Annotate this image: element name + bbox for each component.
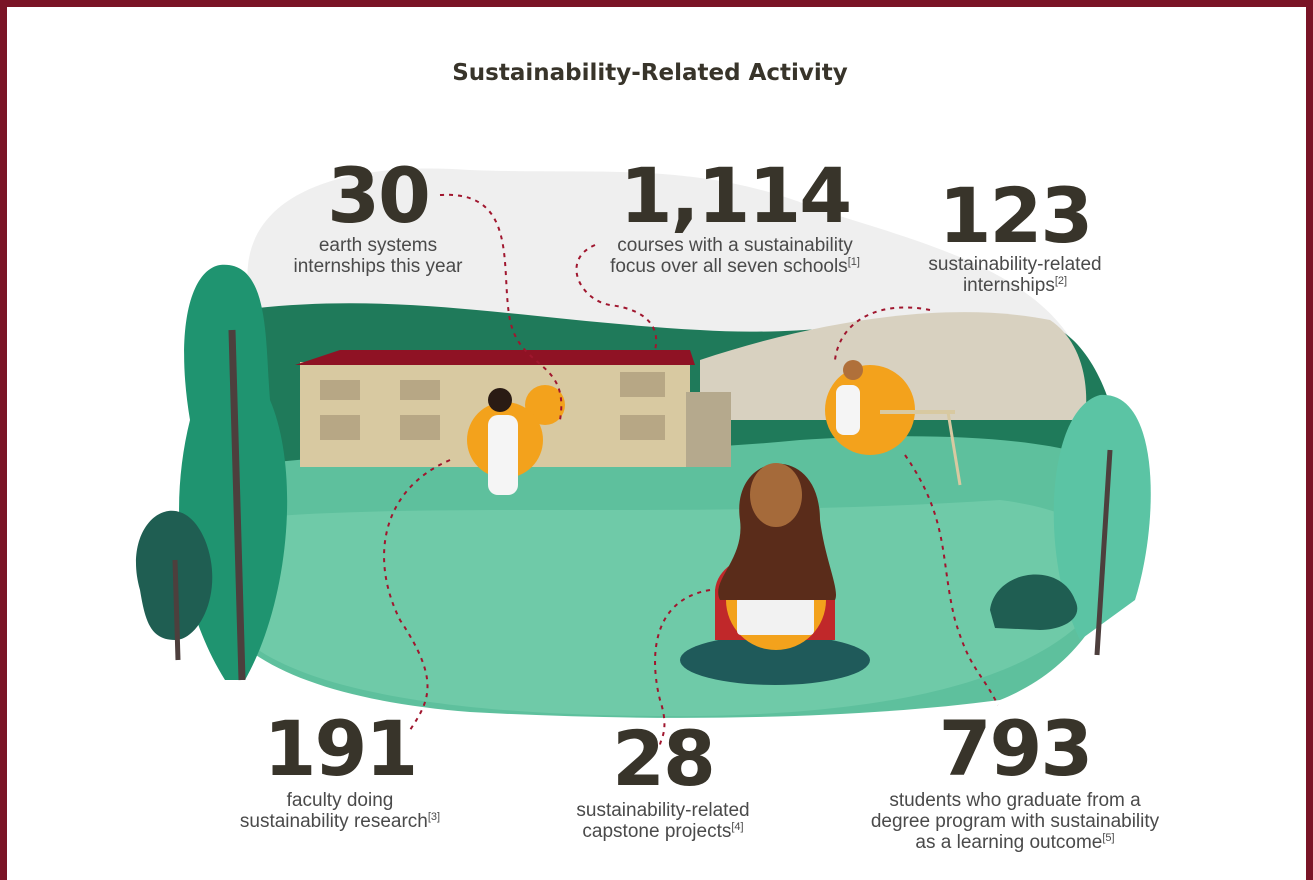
stat-label: sustainability-related: [576, 800, 749, 821]
page: {"title": "Sustainability-Related Activi…: [0, 0, 1313, 880]
stat-label: as a learning outcome[5]: [915, 832, 1114, 853]
stat-value: 1,114: [620, 151, 850, 240]
stat-label-line: internships this year: [294, 256, 464, 277]
footnote-ref: [2]: [1055, 275, 1067, 287]
stat-label-line: capstone projects: [582, 821, 731, 842]
footnote-ref: [4]: [731, 821, 743, 833]
stat-value: 123: [939, 171, 1092, 260]
footnote-ref: [1]: [848, 256, 860, 268]
stat-value: 793: [939, 704, 1092, 793]
stat-label: earth systems: [319, 235, 437, 256]
footnote-ref: [3]: [428, 811, 440, 823]
stat-label-line: focus over all seven schools: [610, 256, 848, 277]
stat-label: sustainability research[3]: [240, 811, 440, 832]
stat-label-line: internships: [963, 275, 1055, 296]
stat-label: internships[2]: [963, 275, 1067, 296]
stat-label-line: sustainability-related: [576, 800, 749, 821]
stat-label: sustainability-related: [928, 254, 1101, 275]
stat-label: courses with a sustainability: [617, 235, 853, 256]
stat-label: faculty doing: [287, 790, 394, 811]
stat-label-line: courses with a sustainability: [617, 235, 853, 256]
stat-label-line: as a learning outcome: [915, 832, 1102, 853]
stat-label: focus over all seven schools[1]: [610, 256, 860, 277]
title: Sustainability-Related Activity: [452, 60, 848, 86]
stat-value: 191: [264, 704, 417, 793]
stat-value: 30: [327, 151, 429, 240]
footnote-ref: [5]: [1102, 832, 1114, 844]
stat-label: degree program with sustainability: [871, 811, 1160, 832]
stat-value: 28: [612, 714, 714, 803]
stat-label-line: sustainability research: [240, 811, 428, 832]
stat-label-line: degree program with sustainability: [871, 811, 1160, 832]
stat-label: capstone projects[4]: [582, 821, 743, 842]
stat-label: students who graduate from a: [889, 790, 1141, 811]
stat-label-line: faculty doing: [287, 790, 394, 811]
infographic: Sustainability-Related Activity: [0, 0, 1313, 880]
stat-label-line: students who graduate from a: [889, 790, 1141, 811]
stat-label-line: earth systems: [319, 235, 437, 256]
stat-label-line: sustainability-related: [928, 254, 1101, 275]
stat-label: internships this year: [294, 256, 464, 277]
